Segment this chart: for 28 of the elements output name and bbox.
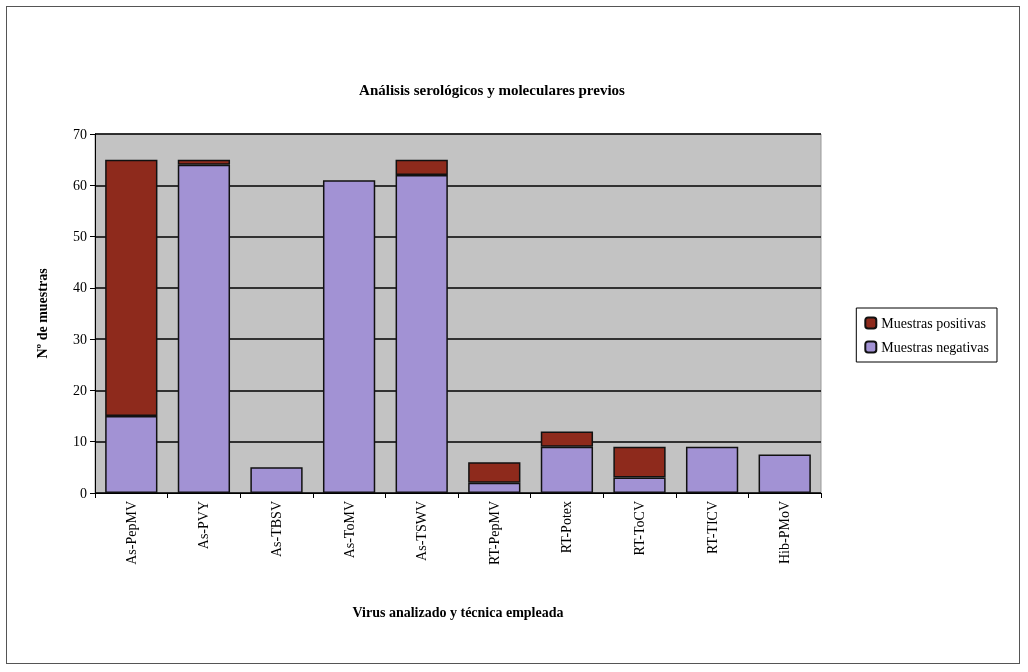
x-tick-label: RT-Potex: [559, 501, 575, 554]
bar: [177, 164, 231, 493]
chart-title: Análisis serológicos y moleculares previos: [359, 81, 626, 98]
x-tick-label: RT-ToCV: [632, 501, 647, 556]
bar: [758, 454, 811, 493]
y-tick-label: 50: [73, 229, 87, 245]
legend-label: Muestras negativas: [881, 339, 990, 355]
y-tick-label: 10: [73, 434, 87, 450]
bar: [685, 446, 739, 493]
x-tick-label: As-TSWV: [414, 501, 430, 561]
x-axis-title: Virus analizado y técnica empleada: [352, 604, 564, 620]
y-axis-title: Nº de muestras: [34, 267, 50, 359]
x-tick-label: As-PepMV: [123, 501, 139, 565]
x-tick-label: Hib-PMoV: [777, 501, 793, 565]
y-tick-label: 70: [73, 126, 87, 142]
bar: [322, 180, 376, 493]
y-tick-label: 40: [73, 280, 87, 296]
bar: [250, 467, 303, 493]
legend-label: Muestras positivas: [881, 315, 986, 331]
x-tick-label: As-ToMV: [341, 501, 357, 559]
y-tick-label: 0: [80, 485, 87, 501]
y-tick-label: 30: [73, 331, 87, 347]
y-tick-label: 20: [73, 382, 87, 398]
x-tick-label: As-TBSV: [269, 501, 284, 558]
y-tick-label: 60: [73, 177, 87, 193]
x-tick-label: RT-TICV: [704, 501, 720, 555]
x-tick-label: As-PVY: [196, 501, 212, 550]
x-tick-label: RT-PepMV: [486, 501, 502, 565]
